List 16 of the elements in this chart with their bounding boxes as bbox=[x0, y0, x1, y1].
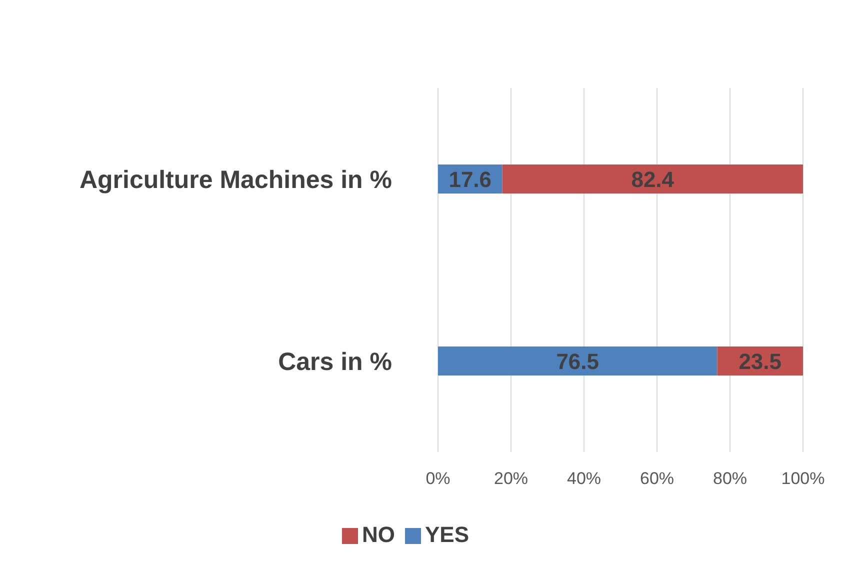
x-tick-label: 80% bbox=[712, 469, 748, 488]
bar bbox=[502, 164, 803, 194]
x-tick-label: 60% bbox=[640, 469, 674, 488]
bar bbox=[438, 346, 718, 376]
legend-label: YES bbox=[424, 522, 470, 547]
data-label: 76.5 bbox=[556, 348, 600, 374]
x-tick-label: 100% bbox=[781, 469, 825, 488]
data-label: 17.6 bbox=[448, 166, 492, 192]
x-tick-label: 0% bbox=[426, 469, 450, 488]
data-label: 23.5 bbox=[738, 348, 782, 374]
x-tick-label: 20% bbox=[494, 469, 528, 488]
y-tick-label: Agriculture Machines in % bbox=[79, 166, 392, 194]
y-tick-label: Cars in % bbox=[278, 348, 392, 376]
x-tick-label: 40% bbox=[566, 469, 602, 488]
data-label: 82.4 bbox=[631, 166, 675, 192]
legend-label: NO bbox=[362, 522, 395, 547]
